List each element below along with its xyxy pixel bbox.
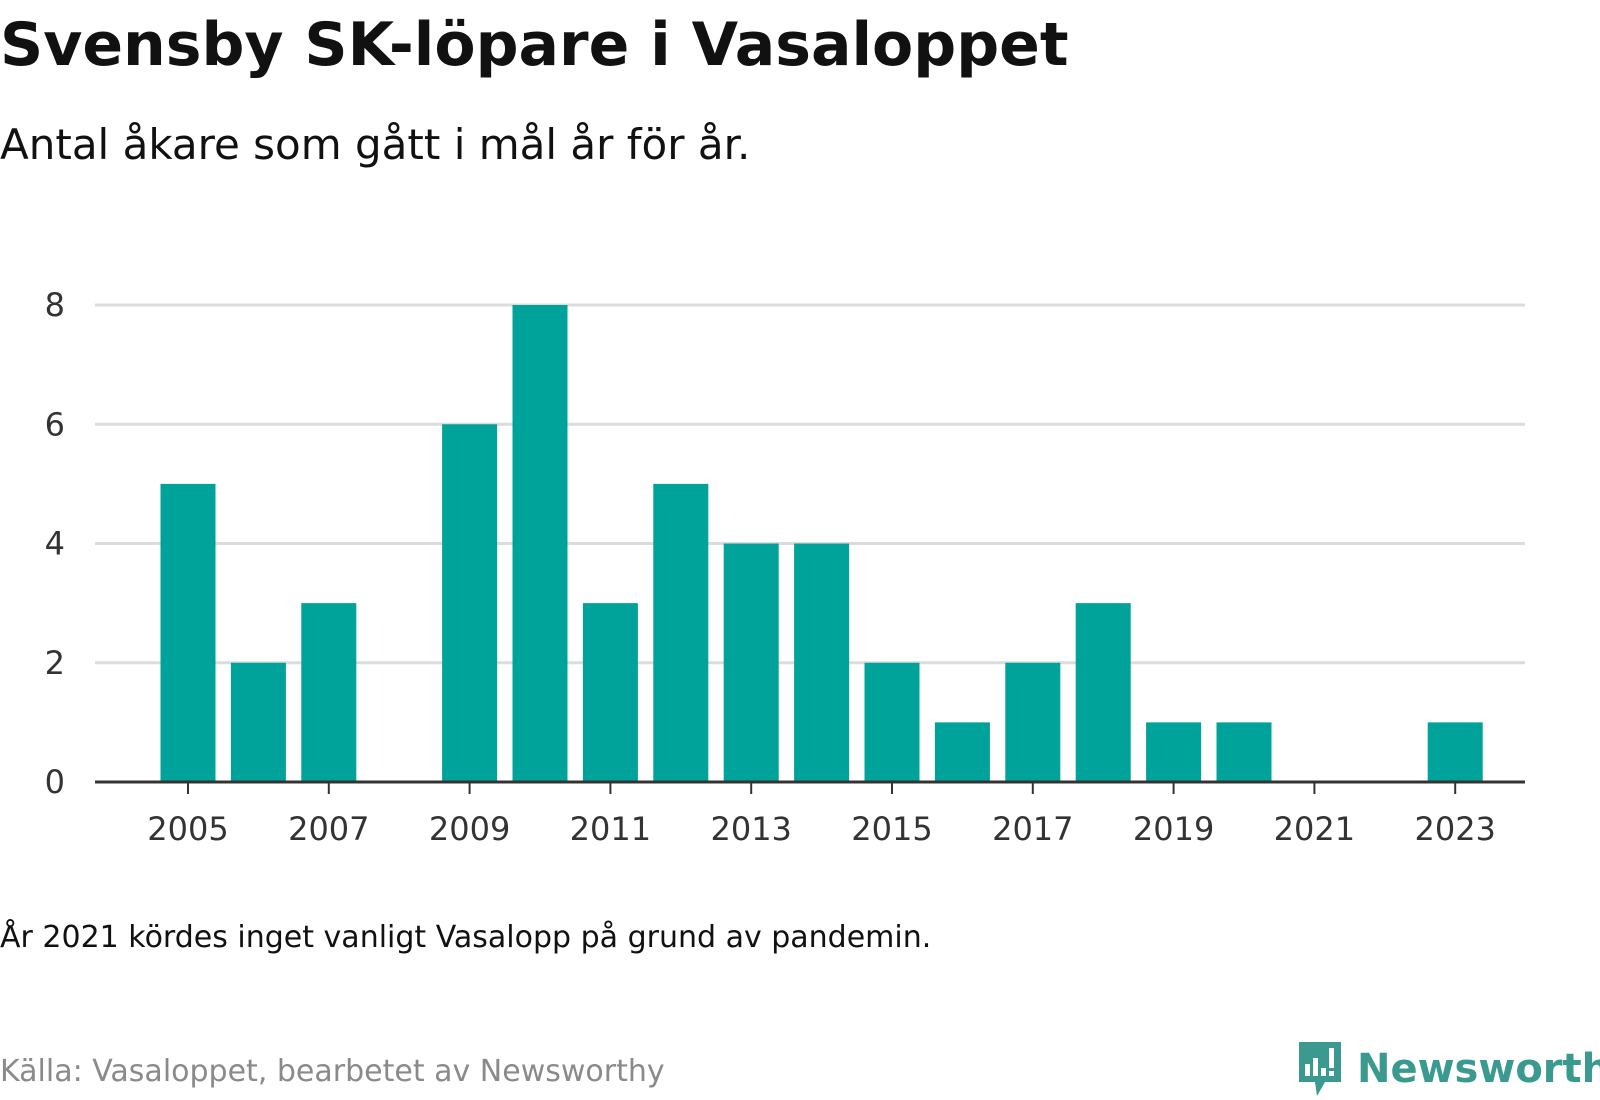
bar-2005: [160, 483, 216, 782]
bar-2009: [442, 424, 498, 782]
x-tick-label: 2013: [710, 810, 791, 848]
x-tick-label: 2009: [429, 810, 510, 848]
y-tick-label: 8: [45, 286, 65, 324]
y-tick-label: 2: [45, 644, 65, 682]
bar-2016: [934, 722, 990, 782]
newsworthy-logo-icon: [1299, 1042, 1341, 1096]
bar-2012: [653, 483, 709, 782]
x-axis: [95, 780, 1525, 794]
x-tick-label: 2015: [851, 810, 932, 848]
y-tick-label: 6: [45, 405, 65, 443]
y-tick-label: 0: [45, 763, 65, 801]
y-tick-label: 4: [45, 525, 65, 563]
bar-chart: 0 2 4 6 8 2005 2007 2009 2011 2013 2015 2017 2019 202…: [45, 286, 1525, 848]
brand-name: Newsworthy: [1357, 1046, 1600, 1092]
bar-2011: [582, 603, 638, 782]
bar-2020: [1216, 722, 1272, 782]
chart-title: Svensby SK-löpare i Vasaloppet: [0, 10, 1069, 80]
tick-labels: 0 2 4 6 8 2005 2007 2009 2011 2013 2015 2017 2019 202…: [45, 286, 1496, 848]
bar-2013: [723, 543, 779, 782]
x-tick-label: 2017: [992, 810, 1073, 848]
x-tick-label: 2019: [1133, 810, 1214, 848]
x-tick-label: 2007: [288, 810, 369, 848]
bar-2017: [1005, 662, 1061, 782]
bar-2014: [794, 543, 850, 782]
bars: [160, 305, 1483, 782]
bar-2018: [1075, 603, 1131, 782]
bar-2007: [301, 603, 357, 782]
x-tick-label: 2023: [1414, 810, 1495, 848]
source-credit: Källa: Vasaloppet, bearbetet av Newswort…: [0, 1054, 665, 1089]
chart-note: År 2021 kördes inget vanligt Vasalopp på…: [0, 920, 932, 955]
x-tick-label: 2011: [570, 810, 651, 848]
bar-2023: [1427, 722, 1483, 782]
x-tick-label: 2021: [1274, 810, 1355, 848]
x-tick-label: 2005: [147, 810, 228, 848]
brand-logo: Newsworthy: [1295, 1040, 1600, 1098]
bar-2006: [230, 662, 286, 782]
bar-2010: [512, 305, 568, 782]
bar-2019: [1146, 722, 1202, 782]
bar-2015: [864, 662, 920, 782]
chart-subtitle: Antal åkare som gått i mål år för år.: [0, 120, 751, 169]
